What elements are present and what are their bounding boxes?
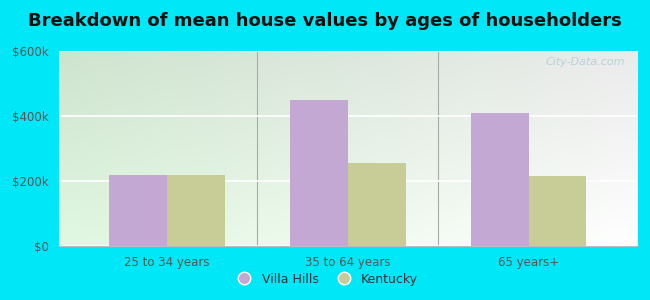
Legend: Villa Hills, Kentucky: Villa Hills, Kentucky [227, 268, 423, 291]
Text: Breakdown of mean house values by ages of householders: Breakdown of mean house values by ages o… [28, 12, 622, 30]
Bar [348, 163, 406, 246]
Bar [290, 100, 348, 246]
Bar [109, 175, 167, 246]
Bar [167, 175, 225, 246]
Bar [471, 113, 528, 246]
Bar [528, 176, 586, 246]
Text: City-Data.com: City-Data.com [546, 57, 625, 67]
